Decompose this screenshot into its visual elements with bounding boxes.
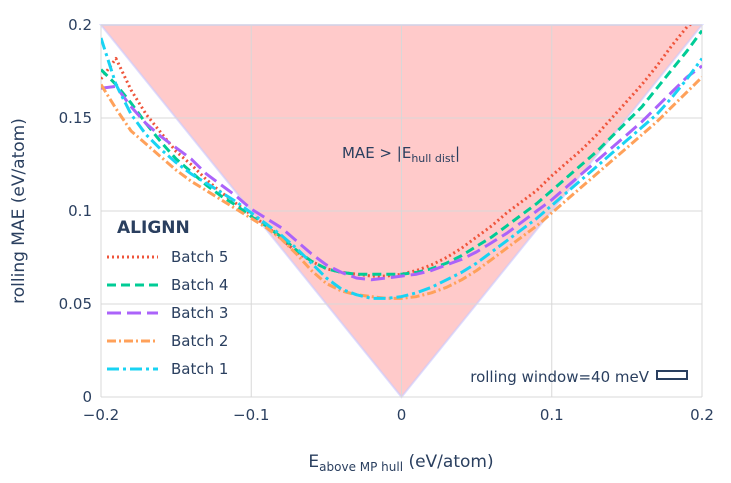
legend: ALIGNN Batch 5 Batch 4 Batch 3 Batch 2 Batch… bbox=[107, 218, 228, 378]
series-line-batch-5 bbox=[101, 25, 693, 278]
shaded-region-label: MAE > |Ehull dist| bbox=[342, 144, 460, 165]
legend-title: ALIGNN bbox=[117, 218, 190, 238]
shaded-region-label-subscript: hull dist bbox=[411, 152, 455, 165]
legend-label[interactable]: Batch 2 bbox=[171, 332, 228, 350]
x-axis-title: Eabove MP hull (eV/atom) bbox=[308, 452, 493, 474]
y-tick-label: 0.05 bbox=[59, 295, 92, 313]
series-layer bbox=[101, 25, 702, 300]
y-tick-label: 0.1 bbox=[68, 202, 92, 220]
y-tick-label: 0 bbox=[82, 388, 92, 406]
legend-label[interactable]: Batch 5 bbox=[171, 248, 228, 266]
rolling-window-box bbox=[656, 370, 688, 380]
y-axis-title: rolling MAE (eV/atom) bbox=[9, 118, 29, 304]
rolling-window-label: rolling window=40 meV bbox=[470, 368, 649, 386]
x-tick-label: 0 bbox=[397, 406, 407, 424]
x-axis-title-subscript: above MP hull bbox=[319, 460, 403, 474]
series-line-batch-3 bbox=[101, 64, 702, 282]
legend-label[interactable]: Batch 4 bbox=[171, 276, 228, 294]
y-tick-label: 0.2 bbox=[68, 16, 92, 34]
x-tick-label: 0.2 bbox=[690, 406, 714, 424]
series-line-batch-1 bbox=[101, 37, 702, 300]
series-line-batch-4 bbox=[101, 29, 702, 276]
legend-label[interactable]: Batch 1 bbox=[171, 360, 228, 378]
y-tick-labels: 0 0.05 0.1 0.15 0.2 bbox=[59, 16, 92, 406]
series-line-batch-2 bbox=[101, 76, 702, 300]
y-tick-label: 0.15 bbox=[59, 109, 92, 127]
legend-label[interactable]: Batch 3 bbox=[171, 304, 228, 322]
x-tick-label: −0.2 bbox=[83, 406, 119, 424]
x-tick-label: −0.1 bbox=[233, 406, 269, 424]
x-tick-labels: −0.2 −0.1 0 0.1 0.2 bbox=[83, 406, 714, 424]
x-tick-label: 0.1 bbox=[540, 406, 564, 424]
